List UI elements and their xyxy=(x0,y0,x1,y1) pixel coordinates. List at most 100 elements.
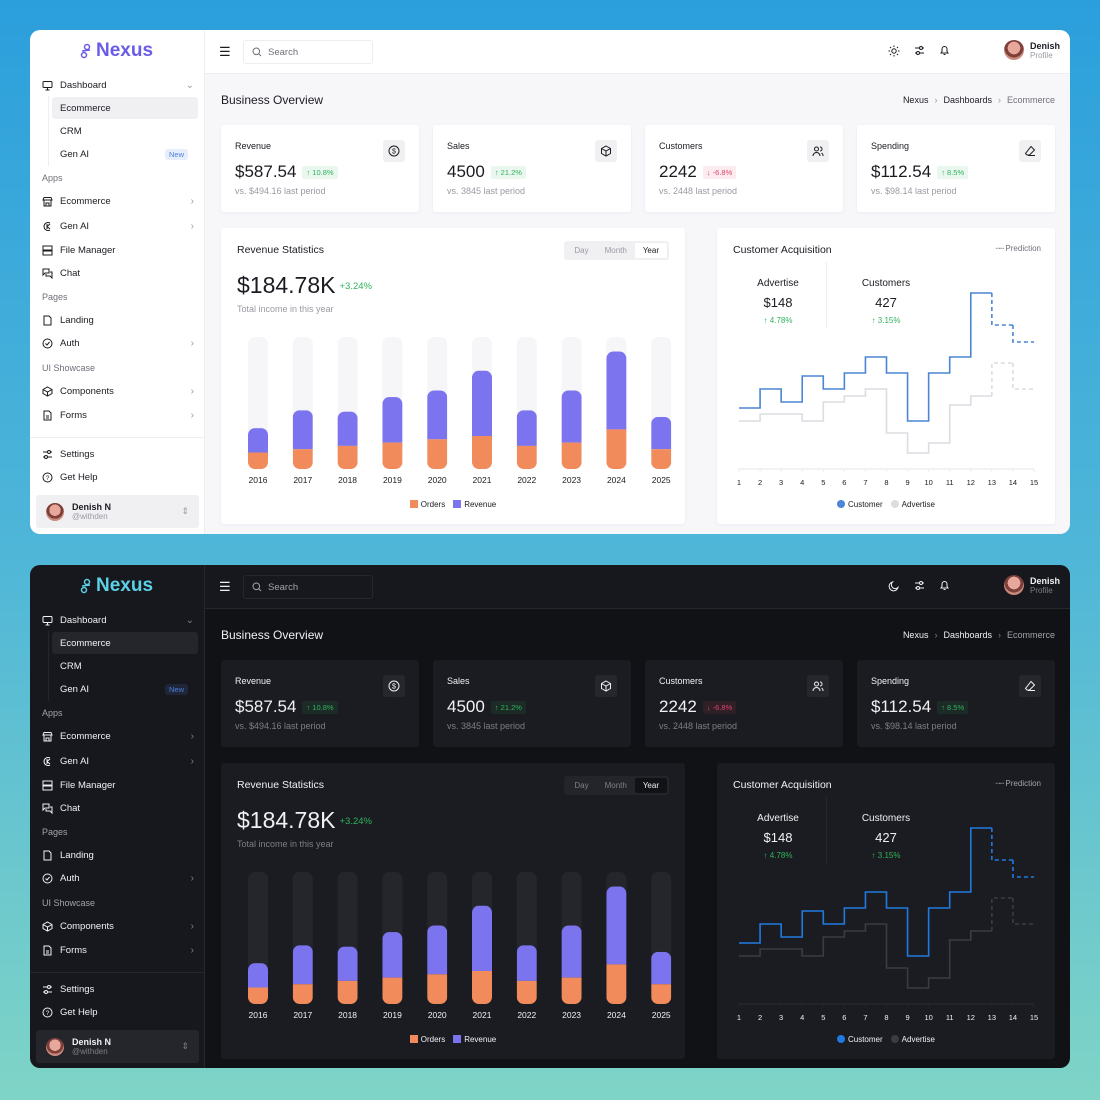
legend-orders[interactable]: Orders xyxy=(409,1035,445,1044)
sidebar-item-gen-ai-dashboard[interactable]: Gen AI New xyxy=(52,143,198,165)
sidebar-item-crm[interactable]: CRM xyxy=(52,120,198,142)
menu-icon[interactable]: ☰ xyxy=(219,579,231,594)
sidebar-item-file-manager[interactable]: File Manager xyxy=(42,774,194,796)
sidebar-item-gen-ai-dashboard[interactable]: Gen AI New xyxy=(52,678,198,700)
sidebar-item-ecommerce[interactable]: Ecommerce › xyxy=(42,190,194,212)
legend-customer[interactable]: Customer xyxy=(836,500,883,509)
profile-menu[interactable]: Denish Profile xyxy=(1003,575,1060,595)
bar-revenue[interactable] xyxy=(606,886,627,965)
sidebar-item-gen-ai[interactable]: Gen AI › xyxy=(42,750,194,772)
legend-advertise[interactable]: Advertise xyxy=(890,500,935,509)
bar-revenue[interactable] xyxy=(516,945,537,981)
sidebar-item-ecommerce[interactable]: Ecommerce › xyxy=(42,725,194,747)
bar-orders[interactable] xyxy=(651,449,672,469)
bar-orders[interactable] xyxy=(516,445,537,469)
bar-revenue[interactable] xyxy=(516,410,537,446)
breadcrumb-nexus[interactable]: Nexus xyxy=(902,630,929,640)
bar-orders[interactable] xyxy=(337,980,358,1004)
bar-orders[interactable] xyxy=(382,977,403,1004)
period-year[interactable]: Year xyxy=(634,778,667,793)
legend-revenue[interactable]: Revenue xyxy=(453,500,496,509)
bar-revenue[interactable] xyxy=(427,925,448,975)
theme-toggle-button[interactable] xyxy=(888,45,900,60)
sidebar-item-ecommerce-dashboard[interactable]: Ecommerce xyxy=(52,632,198,654)
bar-revenue[interactable] xyxy=(651,951,672,985)
bar-revenue[interactable] xyxy=(292,945,313,985)
sidebar-item-forms[interactable]: Forms › xyxy=(42,404,194,426)
bar-orders[interactable] xyxy=(606,964,627,1004)
sidebar-item-components[interactable]: Components › xyxy=(42,915,194,937)
bar-orders[interactable] xyxy=(292,449,313,469)
legend-advertise[interactable]: Advertise xyxy=(890,1035,935,1044)
sidebar-item-forms[interactable]: Forms › xyxy=(42,939,194,961)
sidebar-item-gen-ai[interactable]: Gen AI › xyxy=(42,215,194,237)
bar-revenue[interactable] xyxy=(248,428,268,453)
bar-revenue[interactable] xyxy=(337,946,358,981)
sidebar-item-chat[interactable]: Chat xyxy=(42,262,194,284)
sidebar-item-dashboard[interactable]: Dashboard ⌄ xyxy=(42,609,194,631)
period-month[interactable]: Month xyxy=(604,781,627,790)
period-month[interactable]: Month xyxy=(604,246,627,255)
sidebar-item-dashboard[interactable]: Dashboard ⌄ xyxy=(42,74,194,96)
bar-orders[interactable] xyxy=(516,980,537,1004)
bar-revenue[interactable] xyxy=(561,925,582,978)
bar-revenue[interactable] xyxy=(472,905,492,971)
sidebar-item-file-manager[interactable]: File Manager xyxy=(42,239,194,261)
search-input[interactable]: Search xyxy=(243,40,373,64)
legend-orders[interactable]: Orders xyxy=(409,500,445,509)
bar-revenue[interactable] xyxy=(292,410,313,450)
sidebar-item-auth[interactable]: Auth › xyxy=(42,332,194,354)
legend-revenue[interactable]: Revenue xyxy=(453,1035,496,1044)
notifications-button[interactable] xyxy=(939,580,950,595)
sidebar-item-get-help[interactable]: ? Get Help xyxy=(42,1001,194,1023)
breadcrumb-nexus[interactable]: Nexus xyxy=(902,95,929,105)
theme-toggle-button[interactable] xyxy=(888,580,900,595)
bar-revenue[interactable] xyxy=(382,932,403,978)
user-switcher[interactable]: Denish N @withden ⇕ xyxy=(36,1030,199,1063)
sidebar-item-ecommerce-dashboard[interactable]: Ecommerce xyxy=(52,97,198,119)
bar-orders[interactable] xyxy=(337,445,358,469)
bar-revenue[interactable] xyxy=(561,390,582,443)
user-switcher[interactable]: Denish N @withden ⇕ xyxy=(36,495,199,528)
bar-orders[interactable] xyxy=(472,971,492,1004)
bar-orders[interactable] xyxy=(382,442,403,469)
period-year[interactable]: Year xyxy=(634,243,667,258)
sidebar-item-get-help[interactable]: ? Get Help xyxy=(42,466,194,488)
customize-button[interactable] xyxy=(914,580,925,595)
bar-orders[interactable] xyxy=(292,984,313,1004)
profile-menu[interactable]: Denish Profile xyxy=(1003,40,1060,60)
bar-revenue[interactable] xyxy=(248,963,268,988)
sidebar-item-components[interactable]: Components › xyxy=(42,380,194,402)
notifications-button[interactable] xyxy=(939,45,950,60)
bar-orders[interactable] xyxy=(248,452,268,470)
search-input[interactable]: Search xyxy=(243,575,373,599)
sidebar-item-landing[interactable]: Landing xyxy=(42,844,194,866)
logo[interactable]: Nexus xyxy=(80,40,153,62)
period-day[interactable]: Day xyxy=(574,246,589,255)
menu-icon[interactable]: ☰ xyxy=(219,44,231,59)
bar-revenue[interactable] xyxy=(651,416,672,450)
bar-orders[interactable] xyxy=(427,439,448,469)
sidebar-item-crm[interactable]: CRM xyxy=(52,655,198,677)
bar-orders[interactable] xyxy=(472,436,492,469)
sidebar-item-chat[interactable]: Chat xyxy=(42,797,194,819)
bar-revenue[interactable] xyxy=(427,390,448,440)
bar-revenue[interactable] xyxy=(382,397,403,443)
bar-revenue[interactable] xyxy=(337,411,358,446)
bar-orders[interactable] xyxy=(561,977,582,1004)
breadcrumb-dashboards[interactable]: Dashboards xyxy=(943,630,992,640)
breadcrumb-dashboards[interactable]: Dashboards xyxy=(943,95,992,105)
bar-revenue[interactable] xyxy=(606,351,627,430)
legend-customer[interactable]: Customer xyxy=(836,1035,883,1044)
logo[interactable]: Nexus xyxy=(80,575,153,597)
sidebar-item-settings[interactable]: Settings xyxy=(42,443,194,465)
period-day[interactable]: Day xyxy=(574,781,589,790)
bar-orders[interactable] xyxy=(248,987,268,1005)
bar-orders[interactable] xyxy=(561,442,582,469)
bar-orders[interactable] xyxy=(651,984,672,1004)
bar-revenue[interactable] xyxy=(472,370,492,436)
sidebar-item-settings[interactable]: Settings xyxy=(42,978,194,1000)
bar-orders[interactable] xyxy=(606,429,627,469)
sidebar-item-auth[interactable]: Auth › xyxy=(42,867,194,889)
bar-orders[interactable] xyxy=(427,974,448,1004)
